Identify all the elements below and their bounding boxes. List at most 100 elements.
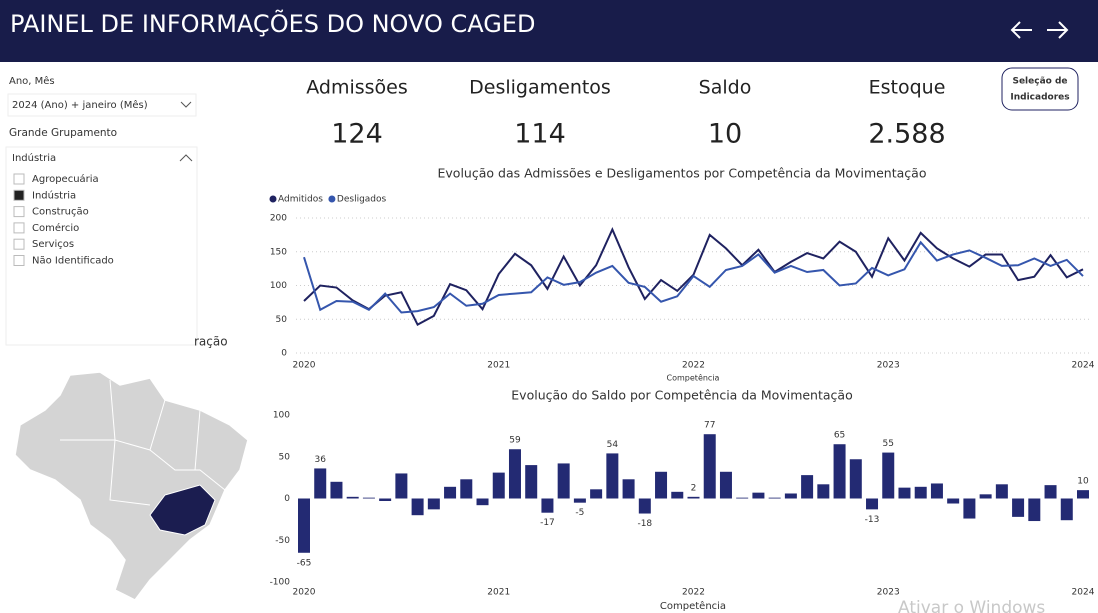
value-label: -5 bbox=[575, 508, 584, 518]
bar bbox=[362, 497, 375, 499]
bar bbox=[898, 487, 911, 499]
kpi-value: 10 bbox=[708, 119, 742, 150]
chevron bbox=[180, 101, 192, 108]
bar bbox=[801, 475, 814, 499]
bar bbox=[1077, 490, 1089, 499]
option-label: Construção bbox=[32, 207, 89, 218]
option-label: Não Identificado bbox=[32, 256, 114, 267]
button-label: Indicadores bbox=[1010, 93, 1069, 103]
value-label: 2 bbox=[691, 483, 697, 493]
checkbox bbox=[13, 173, 25, 185]
value-label: 65 bbox=[834, 431, 845, 441]
y-tick-label: 50 bbox=[279, 452, 291, 462]
bar bbox=[979, 494, 992, 499]
filter-label: Ano, Mês bbox=[9, 75, 55, 87]
option-label: Comércio bbox=[32, 222, 79, 234]
y-tick-label: 50 bbox=[276, 315, 288, 325]
x-tick-label: 2021 bbox=[487, 361, 510, 371]
chevron[interactable] bbox=[179, 154, 193, 162]
option-label: Indústria bbox=[32, 189, 76, 201]
header-bar bbox=[0, 0, 1098, 62]
bar bbox=[914, 486, 927, 499]
x-tick-label: 2021 bbox=[487, 588, 510, 598]
bar bbox=[784, 493, 797, 499]
filter-label: Grande Grupamento bbox=[9, 127, 117, 139]
x-tick-label: 2024 bbox=[1072, 361, 1095, 371]
value-label: -13 bbox=[865, 515, 880, 525]
x-tick-label: 2020 bbox=[293, 588, 316, 598]
bar bbox=[719, 471, 732, 499]
y-tick-label: 0 bbox=[284, 494, 290, 504]
kpi-label: Estoque bbox=[869, 77, 946, 99]
value-label: 77 bbox=[704, 421, 715, 431]
x-tick-label: 2020 bbox=[293, 361, 316, 371]
map-title: ração bbox=[194, 335, 228, 349]
button-label: Seleção de bbox=[1012, 77, 1067, 87]
x-tick-label: 2024 bbox=[1072, 588, 1095, 598]
y-tick-label: 150 bbox=[270, 247, 287, 257]
indicator-button[interactable] bbox=[1001, 67, 1079, 111]
bar bbox=[866, 498, 879, 510]
kpi-value: 2.588 bbox=[868, 119, 945, 150]
value-label: 55 bbox=[883, 439, 894, 449]
period-dropdown[interactable] bbox=[7, 93, 197, 117]
legend-marker bbox=[269, 195, 277, 203]
y-tick-label: 100 bbox=[270, 281, 287, 291]
value-label: 36 bbox=[315, 455, 327, 465]
bar bbox=[508, 449, 521, 499]
option-label: Agropecuária bbox=[32, 173, 99, 185]
bar bbox=[638, 498, 651, 514]
bar bbox=[346, 496, 359, 499]
kpi-value: 114 bbox=[514, 119, 566, 150]
value-label: 59 bbox=[509, 436, 521, 446]
dropdown-value: Indústria bbox=[12, 152, 56, 164]
bar bbox=[687, 496, 700, 499]
kpi-value: 124 bbox=[331, 119, 383, 150]
bar bbox=[768, 497, 781, 499]
bar bbox=[736, 497, 749, 499]
bar bbox=[298, 498, 310, 553]
group-slicer bbox=[5, 146, 198, 346]
checkbox bbox=[13, 206, 25, 218]
value-label: -65 bbox=[297, 558, 312, 568]
x-tick-label: 2022 bbox=[682, 588, 705, 598]
bar bbox=[557, 463, 570, 499]
x-tick-label: 2023 bbox=[877, 588, 900, 598]
line-series bbox=[303, 240, 1084, 314]
x-tick-label: 2023 bbox=[877, 361, 900, 371]
bar bbox=[930, 483, 943, 499]
dropdown-value: 2024 (Ano) + janeiro (Mês) bbox=[12, 99, 148, 111]
bar bbox=[833, 444, 846, 499]
bar bbox=[541, 498, 554, 513]
bar bbox=[476, 498, 489, 506]
bar bbox=[444, 486, 457, 499]
bar bbox=[882, 452, 895, 499]
bar bbox=[963, 498, 976, 519]
line-series bbox=[303, 226, 1084, 327]
y-tick-label: 200 bbox=[270, 214, 287, 224]
bar bbox=[817, 484, 830, 499]
bar bbox=[1012, 498, 1025, 517]
kpi-label: Admissões bbox=[306, 77, 408, 99]
checkbox bbox=[13, 222, 25, 234]
x-axis-label: Competência bbox=[660, 600, 726, 612]
bar bbox=[314, 468, 327, 499]
bar bbox=[1028, 498, 1041, 522]
chart-title: Evolução do Saldo por Competência da Mov… bbox=[511, 388, 852, 403]
bar bbox=[492, 472, 505, 499]
bar bbox=[1044, 485, 1057, 499]
chart-title: Evolução das Admissões e Desligamentos p… bbox=[438, 166, 927, 181]
checkbox bbox=[13, 238, 25, 250]
bar bbox=[590, 489, 603, 499]
legend-label: Admitidos bbox=[278, 195, 323, 205]
back-arrow[interactable] bbox=[1010, 21, 1032, 39]
value-label: 10 bbox=[1077, 477, 1089, 487]
kpi-label: Desligamentos bbox=[469, 77, 611, 99]
map-state-highlight[interactable] bbox=[149, 484, 216, 536]
header-title: PAINEL DE INFORMAÇÕES DO NOVO CAGED bbox=[10, 8, 536, 38]
checkbox bbox=[13, 189, 25, 201]
forward-arrow[interactable] bbox=[1047, 21, 1069, 39]
y-tick-label: 100 bbox=[273, 411, 290, 421]
bar bbox=[752, 492, 765, 499]
bar bbox=[995, 484, 1008, 499]
